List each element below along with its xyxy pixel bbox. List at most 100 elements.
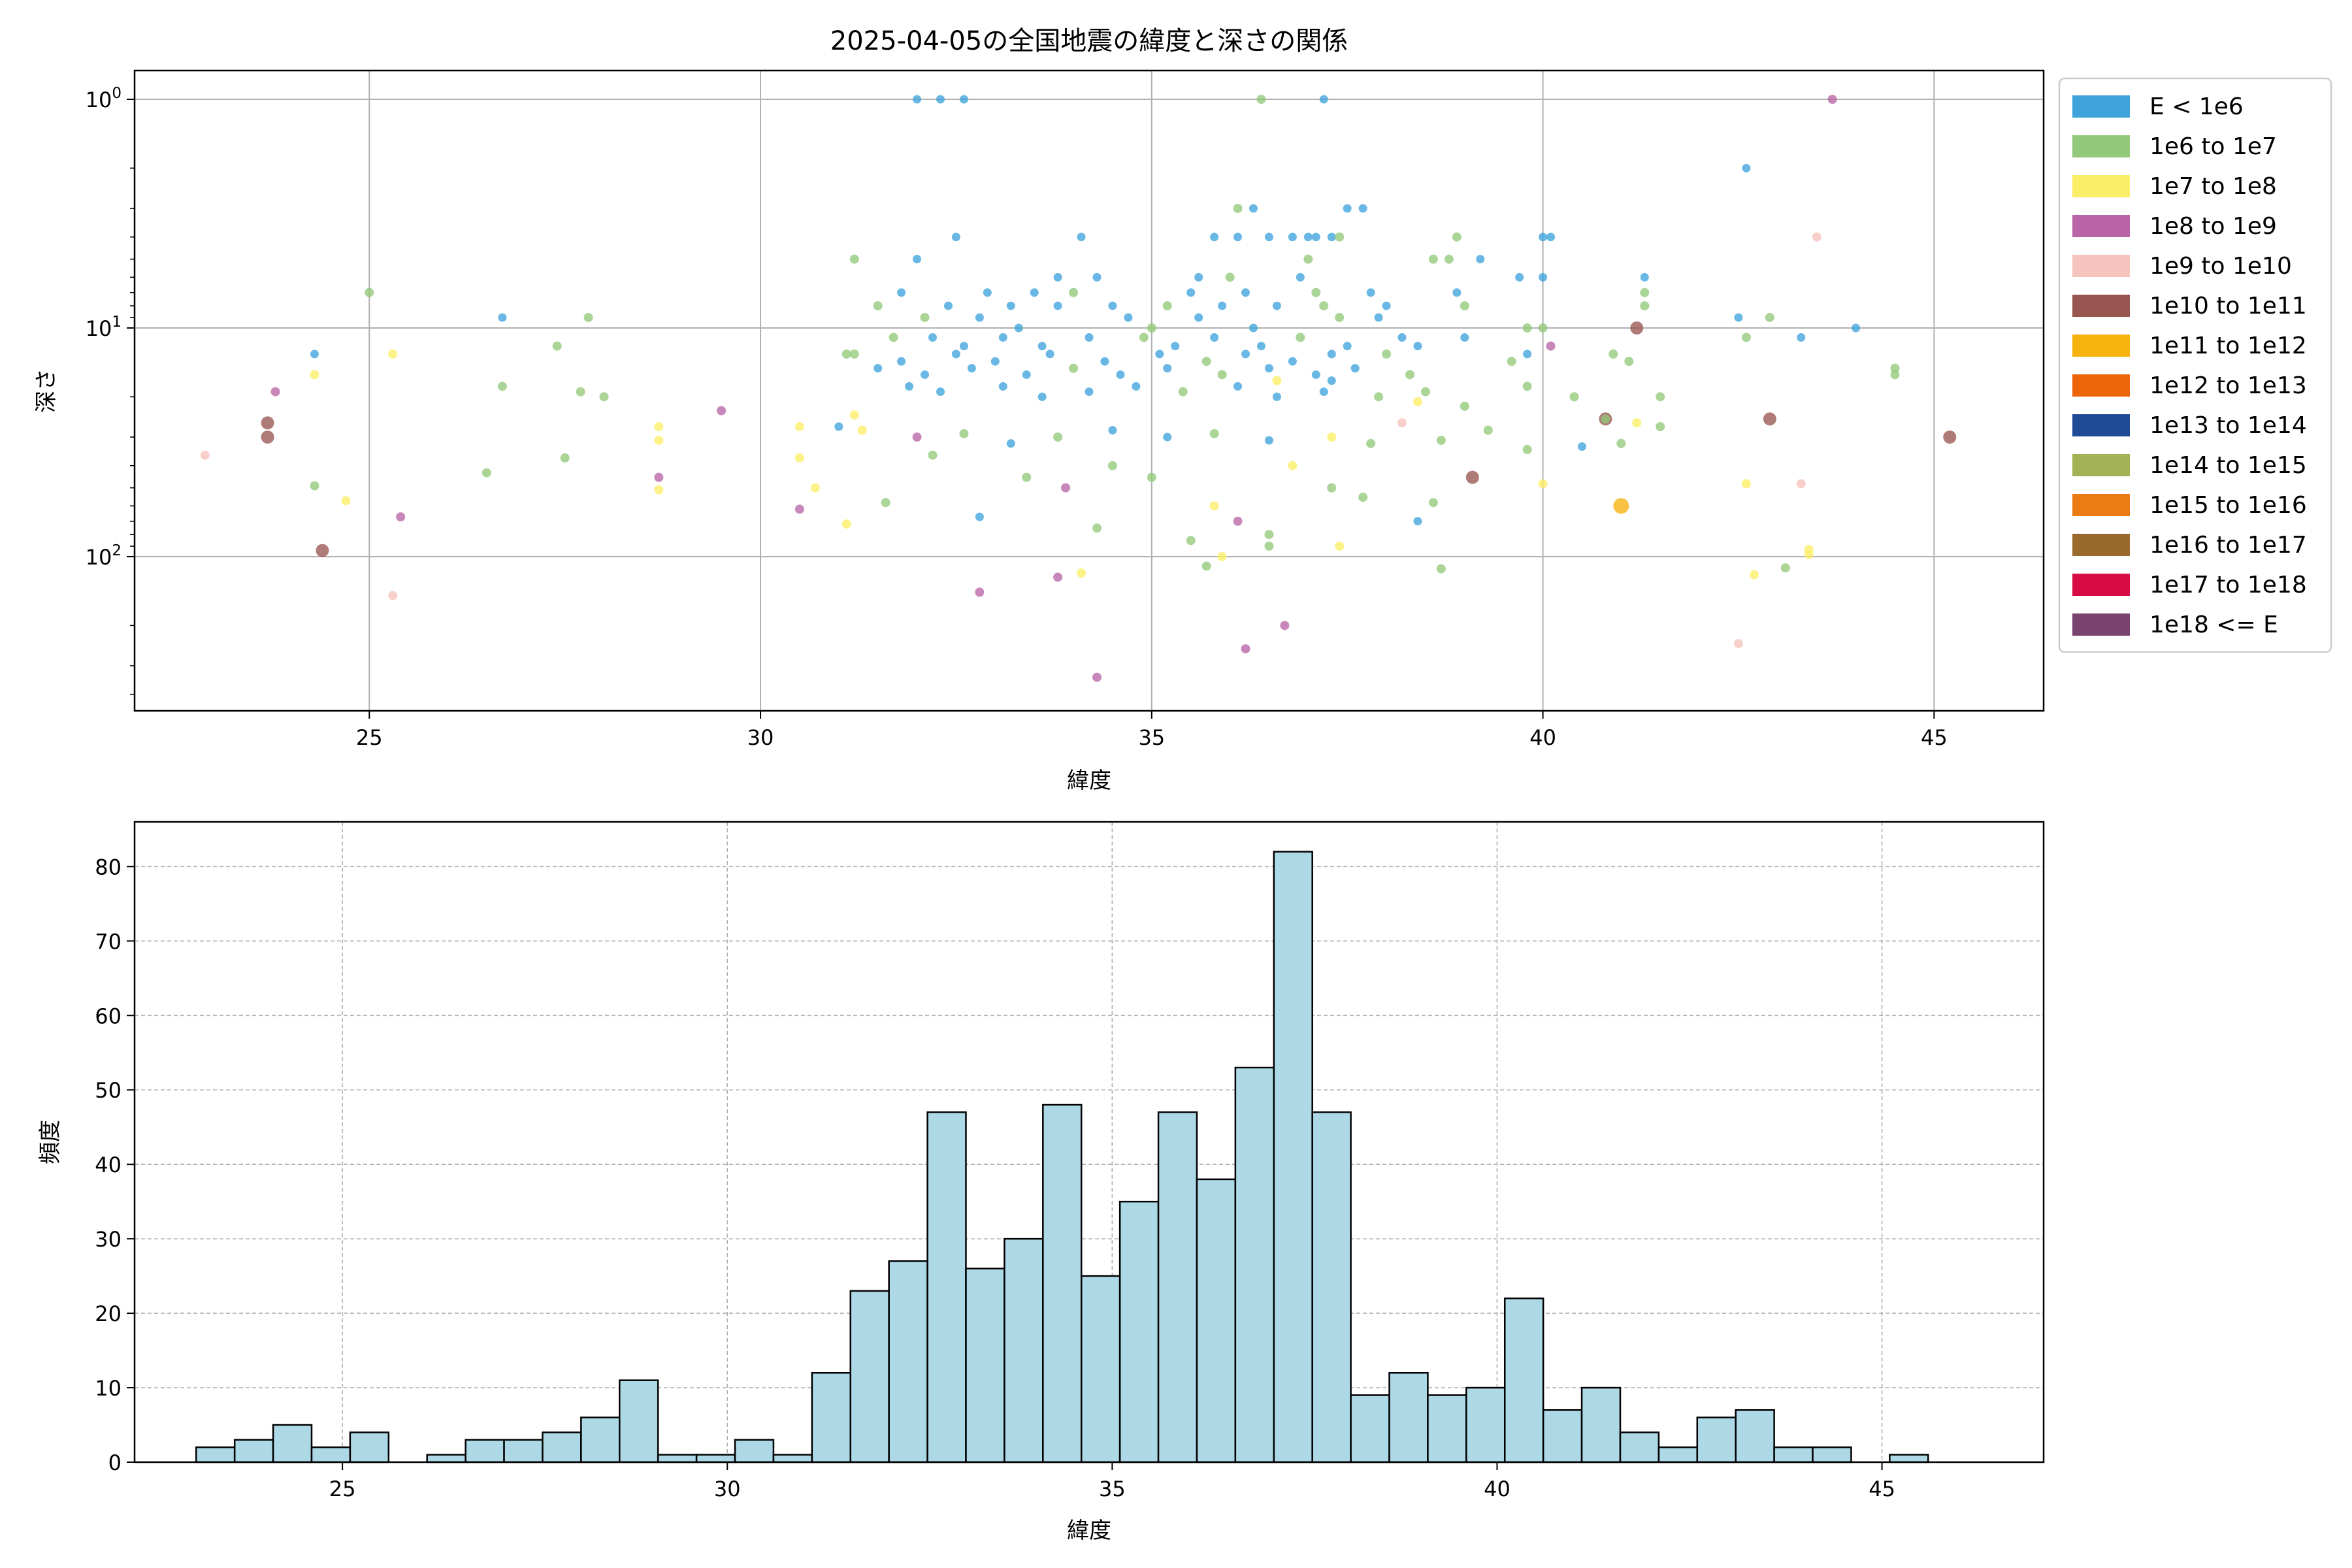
legend-swatch — [2072, 255, 2130, 277]
legend-swatch — [2072, 374, 2130, 397]
histogram-bar — [619, 1379, 659, 1463]
histogram-y-tick-label: 10 — [95, 1376, 122, 1401]
scatter-point — [1460, 401, 1469, 411]
scatter-point — [1538, 479, 1548, 489]
scatter-point — [1296, 333, 1305, 342]
histogram-bar — [888, 1260, 928, 1463]
scatter-point — [1327, 432, 1337, 442]
histogram-bar — [580, 1416, 621, 1463]
scatter-point — [1288, 357, 1297, 366]
scatter-point — [1358, 204, 1367, 213]
legend-label: 1e18 <= E — [2149, 612, 2278, 638]
scatter-x-tick-label: 35 — [1138, 725, 1165, 750]
histogram-bar — [849, 1290, 890, 1463]
histogram-bar — [1889, 1454, 1929, 1463]
scatter-point — [1061, 483, 1071, 493]
scatter-point — [1124, 313, 1133, 322]
scatter-point — [1374, 392, 1384, 402]
scatter-point — [1186, 288, 1196, 297]
scatter-point — [1303, 233, 1313, 242]
legend-swatch — [2072, 454, 2130, 476]
scatter-point — [794, 421, 804, 431]
scatter-point — [794, 453, 804, 463]
scatter-point — [1045, 350, 1054, 359]
scatter-point — [1382, 301, 1391, 310]
scatter-point — [1656, 392, 1665, 402]
scatter-point — [1507, 357, 1516, 367]
scatter-x-ticks: 25 30 35 40 45 — [356, 711, 1948, 750]
scatter-point — [1797, 333, 1806, 342]
scatter-point — [975, 587, 985, 597]
legend-swatch — [2072, 175, 2130, 197]
scatter-point — [1852, 323, 1861, 333]
scatter-point — [1085, 333, 1094, 342]
histogram-bar — [272, 1424, 313, 1463]
scatter-point — [1413, 517, 1422, 526]
histogram-x-tick-label: 45 — [1869, 1477, 1895, 1501]
scatter-point — [1405, 370, 1414, 380]
scatter-point — [1780, 563, 1790, 573]
scatter-point — [841, 519, 851, 529]
histogram-y-tick-label: 20 — [95, 1301, 122, 1326]
scatter-point — [576, 387, 585, 397]
histogram-bar — [1812, 1446, 1852, 1463]
histogram-bar — [1234, 1066, 1275, 1463]
histogram-bar — [1273, 851, 1313, 1463]
scatter-point — [200, 450, 210, 460]
scatter-point — [1194, 272, 1203, 282]
scatter-point — [1335, 312, 1345, 322]
scatter-point — [1763, 412, 1776, 426]
scatter-point — [1210, 233, 1219, 242]
scatter-point — [1069, 287, 1079, 297]
histogram-bar — [1542, 1409, 1583, 1463]
legend-label: E < 1e6 — [2149, 93, 2244, 120]
scatter-point — [1264, 364, 1273, 373]
scatter-point — [1741, 333, 1751, 342]
legend-label: 1e17 to 1e18 — [2149, 572, 2307, 598]
legend-label: 1e16 to 1e17 — [2149, 532, 2307, 559]
histogram-y-tick-label: 80 — [95, 855, 122, 879]
histogram-bars — [195, 851, 1929, 1463]
histogram-y-tick-label: 60 — [95, 1004, 122, 1028]
scatter-point — [1092, 272, 1102, 282]
scatter-point — [1264, 541, 1274, 551]
scatter-point — [316, 544, 329, 557]
scatter-point — [1539, 233, 1548, 242]
scatter-point — [1147, 472, 1156, 482]
scatter-point — [881, 498, 890, 508]
scatter-point — [1108, 426, 1117, 435]
scatter-point — [1022, 370, 1031, 379]
scatter-point — [1311, 287, 1321, 297]
histogram-bar — [1388, 1372, 1429, 1463]
scatter-point — [928, 450, 938, 460]
scatter-panel: 2025-04-05の全国地震の緯度と深さの関係 25 30 35 40 45 1001… — [33, 26, 2045, 794]
histogram-bar — [1080, 1275, 1121, 1463]
legend-label: 1e9 to 1e10 — [2149, 253, 2292, 280]
scatter-point — [717, 406, 727, 416]
legend-swatch — [2072, 534, 2130, 556]
scatter-point — [921, 370, 930, 379]
legend-label: 1e10 to 1e11 — [2149, 293, 2307, 319]
scatter-point — [1601, 414, 1610, 424]
scatter-point — [936, 387, 945, 397]
scatter-point — [1613, 498, 1629, 514]
scatter-point — [654, 472, 664, 482]
scatter-point — [1741, 479, 1751, 489]
scatter-point — [1006, 301, 1015, 310]
scatter-point — [552, 341, 562, 351]
histogram-bar — [1735, 1409, 1775, 1463]
scatter-point — [1241, 350, 1250, 359]
scatter-point — [396, 512, 406, 522]
histogram-bar — [965, 1267, 1005, 1463]
scatter-point — [1522, 382, 1532, 391]
legend-swatch — [2072, 494, 2130, 516]
histogram-y-ticks: 0 10 20 30 40 50 60 70 80 — [95, 855, 135, 1475]
scatter-point — [1249, 204, 1258, 213]
legend-label: 1e15 to 1e16 — [2149, 492, 2307, 519]
scatter-point — [1733, 639, 1743, 649]
scatter-point — [1139, 333, 1149, 342]
scatter-point — [583, 312, 593, 322]
scatter-grid — [135, 71, 2044, 711]
scatter-point — [810, 483, 820, 493]
